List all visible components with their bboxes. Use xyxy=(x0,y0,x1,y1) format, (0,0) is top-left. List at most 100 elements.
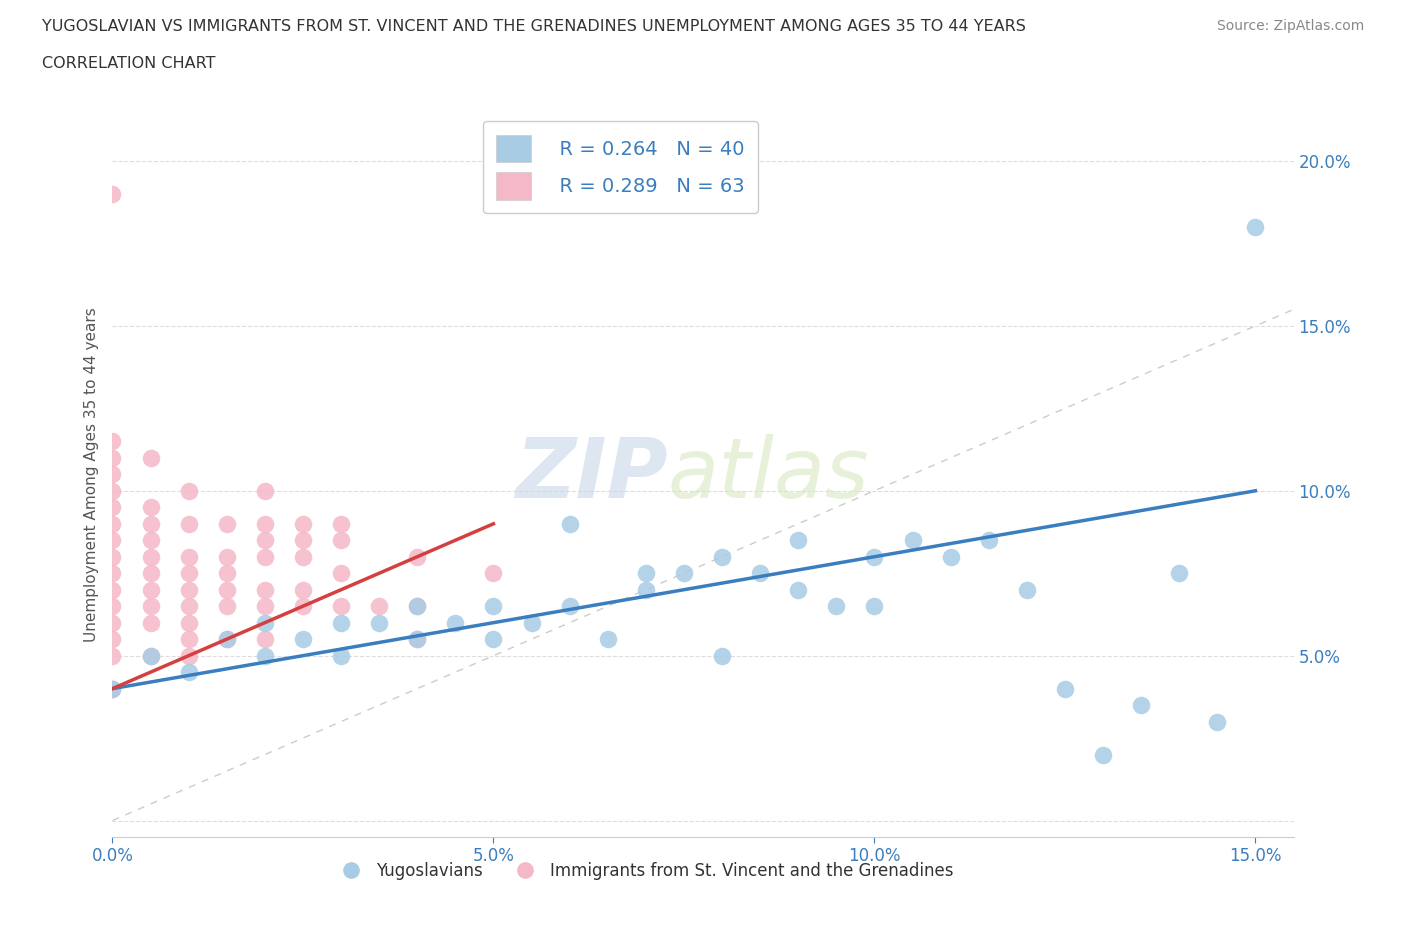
Point xyxy=(711,648,734,663)
Point xyxy=(863,550,886,565)
Point xyxy=(253,599,276,614)
Point xyxy=(101,599,124,614)
Point xyxy=(101,582,124,597)
Point xyxy=(215,565,238,580)
Point xyxy=(101,550,124,565)
Point xyxy=(482,565,505,580)
Point xyxy=(330,533,353,548)
Point xyxy=(101,648,124,663)
Point xyxy=(101,516,124,531)
Point xyxy=(368,599,391,614)
Point xyxy=(901,533,924,548)
Point xyxy=(253,631,276,646)
Point xyxy=(672,565,695,580)
Point xyxy=(139,516,162,531)
Point xyxy=(482,599,505,614)
Point xyxy=(253,648,276,663)
Point xyxy=(977,533,1000,548)
Point xyxy=(177,582,200,597)
Point xyxy=(139,648,162,663)
Point xyxy=(1053,681,1076,696)
Point xyxy=(291,516,314,531)
Text: Source: ZipAtlas.com: Source: ZipAtlas.com xyxy=(1216,19,1364,33)
Point xyxy=(177,599,200,614)
Point xyxy=(863,599,886,614)
Text: YUGOSLAVIAN VS IMMIGRANTS FROM ST. VINCENT AND THE GRENADINES UNEMPLOYMENT AMONG: YUGOSLAVIAN VS IMMIGRANTS FROM ST. VINCE… xyxy=(42,19,1026,33)
Point xyxy=(291,631,314,646)
Point xyxy=(634,565,657,580)
Point xyxy=(215,599,238,614)
Point xyxy=(177,648,200,663)
Point xyxy=(558,516,581,531)
Point xyxy=(101,533,124,548)
Point xyxy=(139,616,162,631)
Point xyxy=(177,565,200,580)
Point xyxy=(101,565,124,580)
Point xyxy=(253,550,276,565)
Point xyxy=(101,450,124,465)
Point xyxy=(139,648,162,663)
Point xyxy=(139,599,162,614)
Point xyxy=(177,550,200,565)
Point xyxy=(177,516,200,531)
Point xyxy=(101,187,124,202)
Point xyxy=(406,599,429,614)
Point xyxy=(139,499,162,514)
Point xyxy=(139,565,162,580)
Point xyxy=(444,616,467,631)
Text: ZIP: ZIP xyxy=(515,433,668,515)
Point xyxy=(139,533,162,548)
Point xyxy=(215,550,238,565)
Point xyxy=(1168,565,1191,580)
Point xyxy=(291,550,314,565)
Point xyxy=(177,484,200,498)
Point xyxy=(253,616,276,631)
Point xyxy=(139,450,162,465)
Point xyxy=(787,533,810,548)
Text: CORRELATION CHART: CORRELATION CHART xyxy=(42,56,215,71)
Point xyxy=(101,681,124,696)
Point xyxy=(177,616,200,631)
Point xyxy=(253,516,276,531)
Point xyxy=(711,550,734,565)
Point xyxy=(1092,747,1115,762)
Point xyxy=(1015,582,1038,597)
Point xyxy=(101,681,124,696)
Point xyxy=(101,616,124,631)
Text: atlas: atlas xyxy=(668,433,869,515)
Point xyxy=(330,616,353,631)
Point xyxy=(1206,714,1229,729)
Point xyxy=(215,631,238,646)
Point xyxy=(939,550,962,565)
Point xyxy=(368,616,391,631)
Point xyxy=(101,681,124,696)
Point xyxy=(406,599,429,614)
Point xyxy=(1130,698,1153,712)
Point xyxy=(215,631,238,646)
Point xyxy=(520,616,543,631)
Point xyxy=(330,565,353,580)
Point xyxy=(634,582,657,597)
Point xyxy=(101,467,124,482)
Point xyxy=(291,582,314,597)
Point xyxy=(558,599,581,614)
Point xyxy=(330,516,353,531)
Point xyxy=(291,533,314,548)
Point xyxy=(787,582,810,597)
Point xyxy=(749,565,772,580)
Point xyxy=(253,533,276,548)
Legend: Yugoslavians, Immigrants from St. Vincent and the Grenadines: Yugoslavians, Immigrants from St. Vincen… xyxy=(328,856,960,886)
Point xyxy=(1244,219,1267,234)
Point xyxy=(177,631,200,646)
Point xyxy=(139,582,162,597)
Point xyxy=(406,550,429,565)
Point xyxy=(825,599,848,614)
Point xyxy=(101,631,124,646)
Point xyxy=(291,599,314,614)
Point xyxy=(330,599,353,614)
Point xyxy=(101,484,124,498)
Point xyxy=(101,434,124,449)
Point xyxy=(253,582,276,597)
Point xyxy=(330,648,353,663)
Point xyxy=(596,631,619,646)
